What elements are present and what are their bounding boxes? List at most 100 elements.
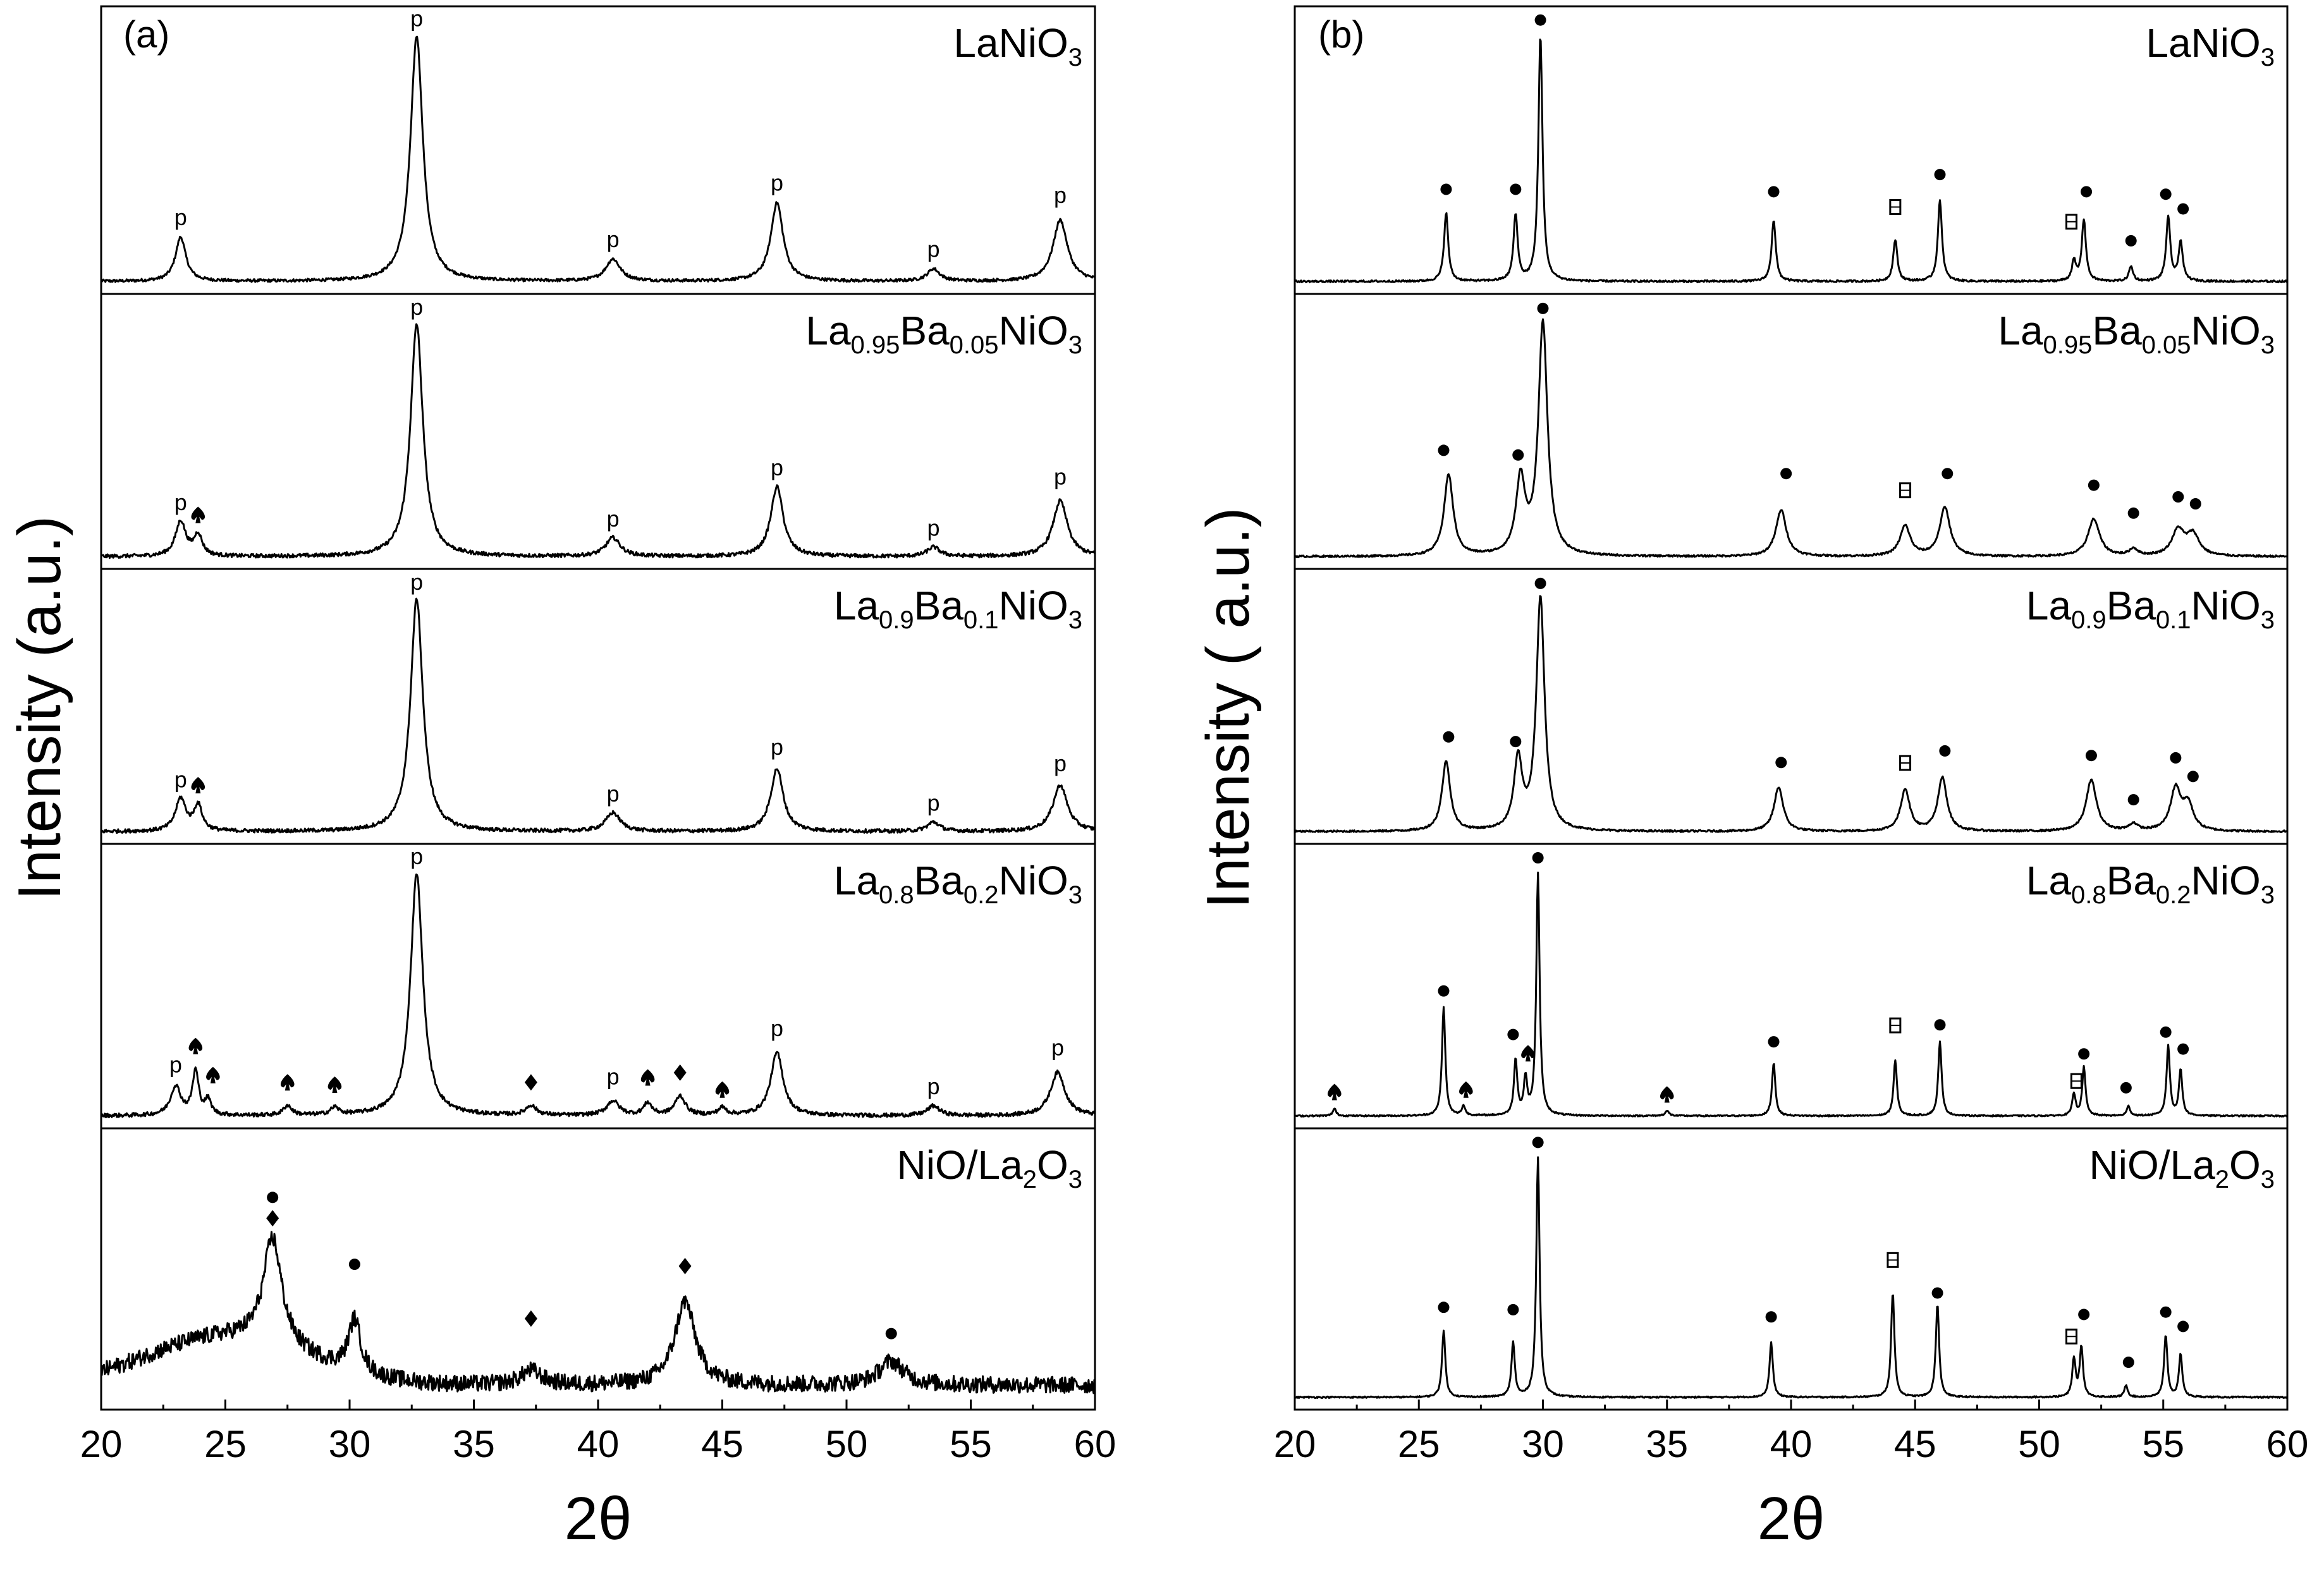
xrd-trace (100, 35, 1096, 283)
xrd-trace (101, 597, 1096, 834)
x-tick-label: 35 (453, 1423, 495, 1465)
spade-peak-marker (280, 1074, 295, 1091)
dot-peak-marker (2160, 1026, 2172, 1038)
dot-peak-marker (1512, 449, 1524, 461)
dot-peak-marker (1507, 1303, 1519, 1315)
x-tick-label: 30 (329, 1423, 371, 1465)
sample-label: La0.9Ba0.1NiO3 (834, 583, 1082, 634)
perovskite-peak-marker: p (771, 170, 783, 196)
spade-peak-marker (191, 506, 205, 523)
perovskite-peak-marker: p (174, 767, 187, 793)
dot-peak-marker (1534, 14, 1546, 26)
spade-peak-marker (1521, 1045, 1535, 1062)
perovskite-peak-marker: p (410, 294, 423, 320)
dot-peak-marker (1438, 985, 1450, 997)
x-tick-label: 55 (2142, 1423, 2184, 1465)
series-1: LaNiO3 (1293, 14, 2288, 284)
perovskite-peak-marker: p (1054, 464, 1067, 490)
perovskite-peak-marker: p (174, 489, 187, 515)
y-axis-title: Intensity ( a.u.) (1194, 508, 1262, 909)
perovskite-peak-marker: p (410, 569, 423, 595)
x-axis-title: 2θ (565, 1485, 632, 1552)
dot-peak-marker (1440, 183, 1452, 195)
xrd-trace (1293, 318, 2289, 559)
perovskite-peak-marker: p (169, 1051, 182, 1077)
dot-peak-marker (2088, 479, 2100, 491)
diamond-peak-marker (524, 1074, 537, 1091)
x-tick-label: 60 (2266, 1423, 2309, 1465)
spade-peak-marker (191, 777, 205, 794)
series-2: La0.95Ba0.05NiO3 (1293, 302, 2289, 559)
series-5: NiO/La2O3 (100, 1142, 1096, 1394)
x-tick-label: 55 (950, 1423, 992, 1465)
perovskite-peak-marker: p (410, 6, 423, 32)
sample-label: La0.95Ba0.05NiO3 (1998, 308, 2275, 359)
sample-label: LaNiO3 (953, 20, 1082, 71)
diamond-peak-marker (678, 1257, 692, 1274)
dot-peak-marker (2127, 794, 2139, 806)
perovskite-peak-marker: p (607, 506, 620, 532)
dot-peak-marker (2177, 1321, 2189, 1333)
dot-peak-marker (348, 1259, 360, 1271)
dot-peak-marker (1931, 1287, 1943, 1299)
spade-peak-marker (327, 1077, 342, 1094)
dot-peak-marker (1443, 731, 1455, 743)
spade-peak-marker (1660, 1086, 1674, 1103)
dot-peak-marker (2127, 507, 2139, 519)
dot-peak-marker (1537, 302, 1549, 314)
dot-peak-marker (2125, 235, 2137, 247)
spade-peak-marker (1459, 1081, 1473, 1098)
dot-peak-marker (1768, 1036, 1780, 1048)
dot-peak-marker (2078, 1308, 2090, 1321)
sample-label: La0.8Ba0.2NiO3 (2026, 858, 2275, 909)
x-tick-label: 20 (1274, 1423, 1316, 1465)
perovskite-peak-marker: p (927, 1073, 940, 1099)
series-4: La0.8Ba0.2NiO3 p p p p p p (100, 843, 1096, 1118)
dot-peak-marker (2120, 1082, 2132, 1094)
xrd-trace (100, 873, 1096, 1118)
perovskite-peak-marker: p (1054, 182, 1067, 208)
diamond-peak-marker (524, 1310, 537, 1327)
perovskite-peak-marker: p (927, 515, 940, 541)
dot-peak-marker (2160, 1306, 2172, 1318)
x-tick-label: 40 (1770, 1423, 1813, 1465)
dot-peak-marker (267, 1192, 279, 1204)
xrd-trace (100, 1231, 1096, 1394)
dot-peak-marker (2177, 203, 2189, 215)
dot-peak-marker (1534, 577, 1546, 589)
dot-peak-marker (1775, 757, 1787, 769)
x-tick-label: 30 (1522, 1423, 1564, 1465)
dot-peak-marker (2122, 1357, 2134, 1369)
dot-peak-marker (1765, 1311, 1777, 1323)
dot-peak-marker (1532, 852, 1544, 864)
spade-peak-marker (188, 1037, 203, 1054)
sample-label: NiO/La2O3 (897, 1142, 1082, 1193)
perovskite-peak-marker: p (607, 781, 620, 807)
x-axis-title: 2θ (1758, 1485, 1825, 1552)
dot-peak-marker (1532, 1137, 1544, 1149)
diamond-peak-marker (673, 1064, 687, 1081)
dot-peak-marker (1510, 183, 1522, 195)
perovskite-peak-marker: p (1054, 750, 1067, 776)
perovskite-peak-marker: p (771, 1015, 783, 1041)
series-2: La0.95Ba0.05NiO3 p p p p p p (100, 294, 1096, 559)
x-tick-label: 20 (80, 1423, 123, 1465)
x-tick-label: 25 (1398, 1423, 1440, 1465)
perovskite-peak-marker: p (927, 790, 940, 816)
spade-peak-marker (1328, 1083, 1342, 1101)
x-tick-label: 35 (1646, 1423, 1688, 1465)
dot-peak-marker (2078, 1048, 2090, 1060)
panel-b: 20 25 30 35 40 45 50 55 60 2θ Intensity ( a.u.) (b)… (1194, 5, 2309, 1552)
perovskite-peak-marker: p (410, 843, 423, 869)
perovskite-peak-marker: p (927, 236, 940, 262)
dot-peak-marker (1942, 468, 1954, 480)
dot-peak-marker (2081, 186, 2093, 198)
xrd-trace (1294, 1156, 2289, 1399)
spade-peak-marker (206, 1066, 220, 1083)
series-1: LaNiO3 p p p p p p (100, 6, 1096, 283)
perovskite-peak-marker: p (771, 454, 783, 480)
panel-tag: (a) (123, 13, 169, 56)
series-3: La0.9Ba0.1NiO3 p p p p p p (101, 569, 1096, 834)
dot-peak-marker (2172, 491, 2184, 503)
xrd-trace (1293, 595, 2289, 834)
